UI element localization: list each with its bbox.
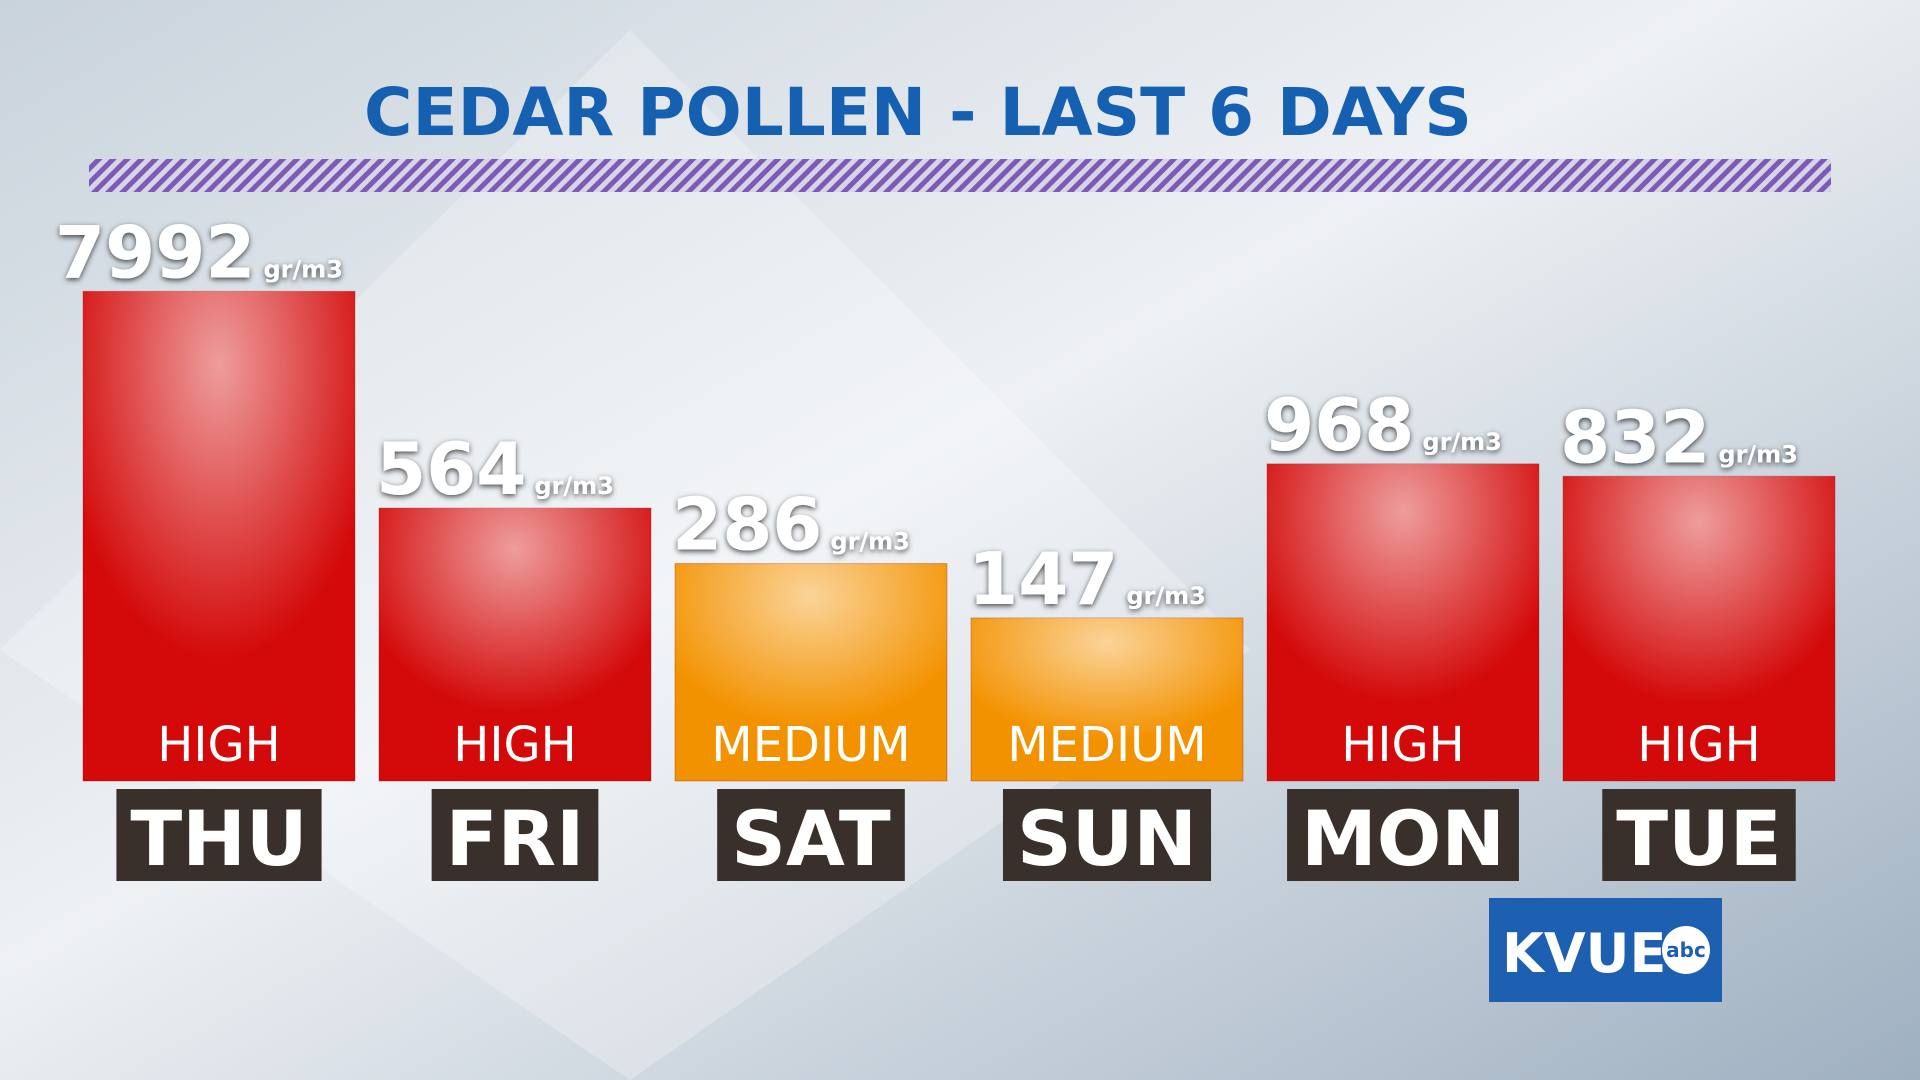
level-label: MEDIUM bbox=[711, 717, 910, 773]
value-number: 7992 bbox=[55, 210, 255, 294]
bar-shine bbox=[83, 291, 355, 781]
day-label-box bbox=[116, 789, 322, 881]
level-label: MEDIUM bbox=[1007, 717, 1206, 773]
logo-badge-text: abc bbox=[1666, 938, 1706, 962]
value-unit: gr/m3 bbox=[1718, 440, 1798, 468]
logo-badge bbox=[1662, 926, 1710, 974]
x-tick-label: THU bbox=[130, 794, 307, 883]
bar-shine bbox=[675, 563, 947, 781]
level-label: HIGH bbox=[1637, 717, 1761, 773]
day-label-box bbox=[1602, 789, 1796, 881]
x-tick-label: SAT bbox=[731, 794, 891, 883]
value-unit: gr/m3 bbox=[534, 472, 614, 500]
logo-text: KVUE bbox=[1502, 922, 1666, 985]
bar-shine bbox=[1563, 476, 1835, 781]
value-number: 147 bbox=[968, 537, 1118, 621]
level-label: HIGH bbox=[157, 717, 281, 773]
value-unit: gr/m3 bbox=[263, 255, 343, 283]
level-label: HIGH bbox=[1341, 717, 1465, 773]
value-number: 564 bbox=[376, 427, 526, 511]
x-tick-label: MON bbox=[1301, 794, 1505, 883]
level-label: HIGH bbox=[453, 717, 577, 773]
day-label-box bbox=[1287, 789, 1519, 881]
day-label-box bbox=[717, 789, 905, 881]
value-label: 147 gr/m3 bbox=[968, 537, 1206, 621]
value-unit: gr/m3 bbox=[1422, 428, 1502, 456]
value-label: 968 gr/m3 bbox=[1264, 383, 1502, 467]
value-number: 968 bbox=[1264, 383, 1414, 467]
bar-shine bbox=[971, 617, 1243, 781]
x-tick-label: FRI bbox=[446, 794, 585, 883]
bar-shine bbox=[379, 508, 651, 781]
chart-title: CEDAR POLLEN - LAST 6 DAYS bbox=[364, 74, 1472, 151]
x-tick-label: SUN bbox=[1017, 794, 1197, 883]
value-label: 832 gr/m3 bbox=[1560, 395, 1798, 479]
bar-shine bbox=[1267, 463, 1539, 781]
value-number: 286 bbox=[672, 483, 822, 567]
day-label-box bbox=[431, 789, 599, 881]
x-tick-label: TUE bbox=[1616, 794, 1781, 883]
day-label-box bbox=[1002, 789, 1212, 881]
value-label: 286 gr/m3 bbox=[672, 483, 910, 567]
value-number: 832 bbox=[1560, 395, 1710, 479]
logo: KVUE abc bbox=[1489, 898, 1722, 1002]
value-label: 564 gr/m3 bbox=[376, 427, 614, 511]
title-stripe bbox=[89, 159, 1831, 192]
value-unit: gr/m3 bbox=[830, 528, 910, 556]
value-unit: gr/m3 bbox=[1126, 582, 1206, 610]
value-label: 7992 gr/m3 bbox=[55, 210, 343, 294]
